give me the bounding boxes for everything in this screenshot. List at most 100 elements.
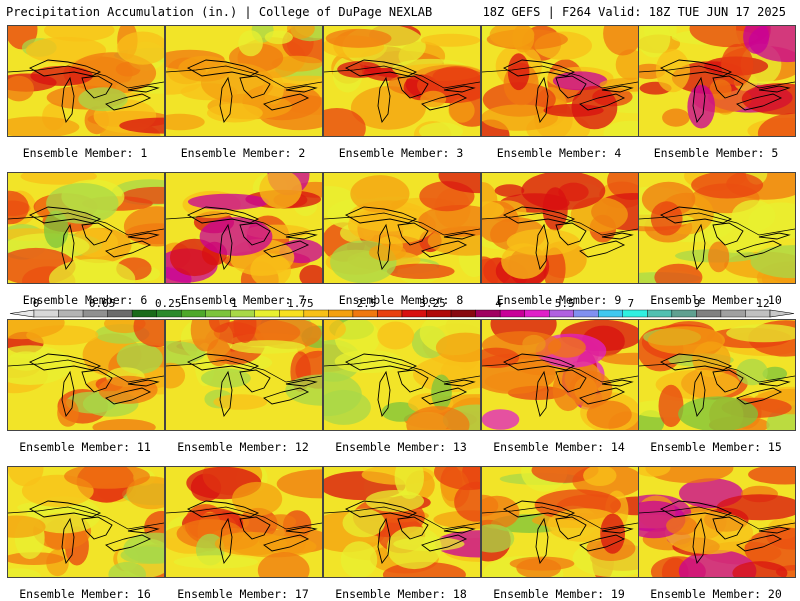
precip-field [324, 26, 480, 136]
precip-field [482, 173, 638, 283]
colorbar-tick-label: 12 [756, 297, 769, 310]
colorbar-bin [745, 309, 771, 318]
colorbar-bin [107, 309, 133, 318]
great-lakes-outline [187, 353, 318, 418]
colorbar-bin [377, 309, 403, 318]
precip-field [8, 173, 164, 283]
us-canada-border [639, 65, 795, 89]
colorbar-bin [549, 309, 574, 318]
ensemble-member-14-caption: Ensemble Member: 14 [493, 440, 625, 454]
us-canada-border [639, 506, 795, 530]
precip-field [166, 173, 322, 283]
ensemble-member-1-caption: Ensemble Member: 1 [22, 146, 148, 160]
colorbar-bin [671, 309, 697, 318]
ensemble-member-3-caption: Ensemble Member: 3 [338, 146, 464, 160]
colorbar-tick-label: 0.05 [89, 297, 116, 310]
great-lakes-outline [187, 500, 318, 565]
precip-field [324, 467, 480, 577]
precip-field [8, 467, 164, 577]
us-canada-border [8, 65, 164, 89]
colorbar-bin [598, 309, 624, 318]
precip-field [482, 26, 638, 136]
precip-field [324, 173, 480, 283]
great-lakes-outline [660, 353, 791, 418]
precip-field [482, 467, 638, 577]
ensemble-member-11-caption: Ensemble Member: 11 [19, 440, 151, 454]
us-canada-border [639, 212, 795, 236]
colorbar-bin [279, 309, 305, 318]
us-canada-border [324, 359, 480, 383]
colorbar-bin [328, 309, 354, 318]
great-lakes-outline [345, 353, 476, 418]
ensemble-member-11-map [7, 319, 165, 431]
ensemble-member-5-caption: Ensemble Member: 5 [653, 146, 779, 160]
ensemble-member-8-map [323, 172, 481, 284]
valid-time-label: 18Z GEFS | F264 Valid: 18Z TUE JUN 17 20… [482, 5, 786, 19]
ensemble-member-9-caption: Ensemble Member: 9 [496, 293, 622, 307]
ensemble-member-17-caption: Ensemble Member: 17 [177, 587, 309, 601]
us-canada-border [324, 506, 480, 530]
precip-field [8, 26, 164, 136]
great-lakes-outline [503, 59, 634, 124]
colorbar-bin [720, 309, 746, 318]
us-canada-border [8, 212, 164, 236]
precip-field [8, 320, 164, 430]
ensemble-member-3-map [323, 25, 481, 137]
us-canada-border [8, 359, 164, 383]
ensemble-member-4-caption: Ensemble Member: 4 [496, 146, 622, 160]
colorbar-tick-label: 7 [627, 297, 634, 310]
colorbar-bin [426, 309, 452, 318]
colorbar-tick-label: 0.25 [155, 297, 182, 310]
great-lakes-outline [660, 206, 791, 271]
us-canada-border [324, 65, 480, 89]
colorbar-bin [401, 309, 427, 318]
colorbar-bin [230, 309, 256, 318]
colorbar-bin [352, 309, 378, 318]
colorbar-bin [82, 309, 108, 318]
ensemble-member-20-caption: Ensemble Member: 20 [650, 587, 782, 601]
great-lakes-outline [503, 353, 634, 418]
us-canada-border [166, 506, 322, 530]
great-lakes-outline [29, 353, 160, 418]
ensemble-member-12-map [165, 319, 323, 431]
ensemble-member-16-map [7, 466, 165, 578]
ensemble-member-14-map [481, 319, 639, 431]
great-lakes-outline [660, 500, 791, 565]
colorbar-bin [524, 309, 550, 318]
precip-field [482, 320, 638, 430]
ensemble-member-6-map [7, 172, 165, 284]
great-lakes-outline [503, 206, 634, 271]
ensemble-member-20-map [638, 466, 796, 578]
ensemble-member-17-map [165, 466, 323, 578]
great-lakes-outline [345, 500, 476, 565]
great-lakes-outline [29, 206, 160, 271]
us-canada-border [482, 212, 638, 236]
ensemble-member-18-map [323, 466, 481, 578]
precip-field [166, 467, 322, 577]
colorbar-tick-label: 4 [495, 297, 502, 310]
ensemble-member-8-caption: Ensemble Member: 8 [338, 293, 464, 307]
colorbar-bin [622, 309, 648, 318]
precip-field [639, 26, 795, 136]
great-lakes-outline [345, 59, 476, 124]
ensemble-member-2-map [165, 25, 323, 137]
us-canada-border [166, 359, 322, 383]
colorbar-bin [573, 309, 599, 318]
colorbar-min-arrow [9, 309, 35, 318]
great-lakes-outline [187, 206, 318, 271]
precip-field [324, 320, 480, 430]
ensemble-member-7-caption: Ensemble Member: 7 [180, 293, 306, 307]
great-lakes-outline [660, 59, 791, 124]
precip-field [639, 320, 795, 430]
us-canada-border [324, 212, 480, 236]
colorbar-bin [303, 309, 329, 318]
ensemble-member-2-caption: Ensemble Member: 2 [180, 146, 306, 160]
colorbar-bin [450, 309, 476, 318]
great-lakes-outline [503, 500, 634, 565]
great-lakes-outline [29, 59, 160, 124]
ensemble-member-9-map [481, 172, 639, 284]
us-canada-border [482, 65, 638, 89]
ensemble-member-13-map [323, 319, 481, 431]
colorbar-tick-label: 0 [33, 297, 40, 310]
colorbar-bin [131, 309, 157, 318]
